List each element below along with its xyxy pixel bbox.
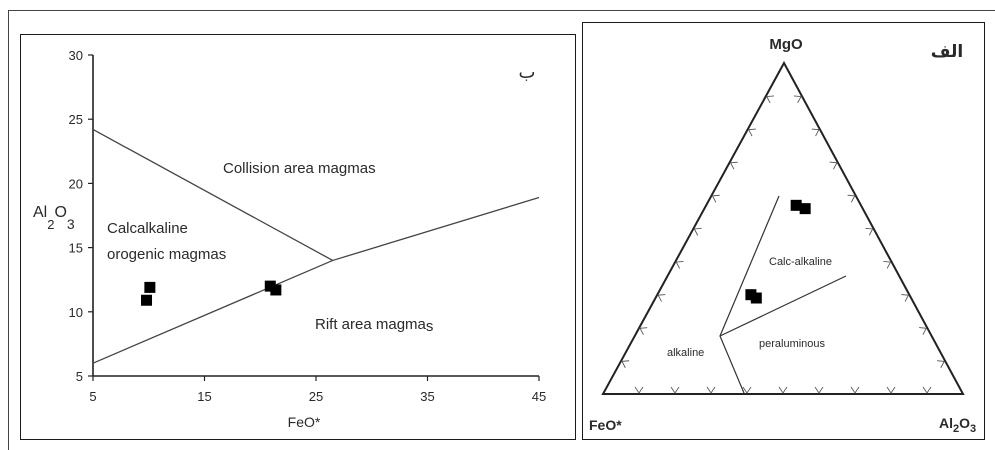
- ternary-triangle: [601, 60, 965, 395]
- apex-feo-label: FeO*: [589, 417, 622, 433]
- ternary-tick-mark: [829, 161, 838, 170]
- ternary-tick-mark: [793, 95, 802, 104]
- y-tick-label: 15: [69, 241, 83, 256]
- x-tick-label: 35: [420, 389, 434, 404]
- ternary-tick-mark: [811, 128, 820, 137]
- field-boundary-line: [92, 196, 540, 364]
- ternary-tick-mark: [711, 194, 720, 203]
- ternary-tick-mark: [847, 194, 856, 203]
- ternary-tick-mark: [766, 95, 775, 104]
- ternary-tick-mark: [639, 327, 648, 335]
- region-alkaline-label: alkaline: [667, 347, 704, 359]
- boundary-calc-alkaline-peraluminous: [719, 275, 847, 337]
- panel-a-label: الف: [931, 42, 963, 62]
- y-tick-label: 30: [69, 48, 83, 63]
- x-tick-label: 5: [89, 389, 96, 404]
- outer-border-left: [8, 10, 9, 450]
- apex-al2o3-sub2: 3: [970, 423, 976, 435]
- panel-b-label: ب: [519, 62, 536, 83]
- ternary-tick-mark: [747, 128, 756, 137]
- data-point: [270, 284, 282, 296]
- region-rift-label: Rift area magmas: [315, 316, 433, 335]
- data-point: [799, 203, 811, 215]
- ternary-tick-mark: [922, 386, 932, 394]
- ternary-tick-mark: [729, 161, 738, 170]
- data-point: [144, 281, 156, 293]
- y-tick-label: 20: [69, 176, 83, 191]
- y-axis-title-o: O: [54, 204, 66, 221]
- region-calcalkaline-label: Calcalkaline: [107, 220, 188, 237]
- ternary-tick-mark: [865, 227, 874, 236]
- panel-a-chart: MgO FeO* Al2O3 الف Calc-alkaline alkalin…: [589, 36, 976, 435]
- ternary-tick-mark: [670, 386, 680, 394]
- y-axis-title: Al2O3: [33, 204, 75, 232]
- y-tick-label: 10: [69, 305, 83, 320]
- outer-border-top: [8, 10, 995, 11]
- ternary-tick-mark: [634, 386, 644, 394]
- field-boundary-line: [92, 128, 334, 262]
- data-point: [750, 292, 762, 304]
- ternary-tick-mark: [886, 386, 896, 394]
- x-tick-label: 45: [532, 389, 546, 404]
- ternary-tick-mark: [850, 386, 860, 394]
- region-orogenic-label: orogenic magmas: [107, 246, 226, 263]
- data-point: [141, 294, 153, 306]
- x-axis-title: FeO*: [288, 414, 321, 430]
- apex-al2o3-sub1: 2: [953, 423, 959, 435]
- region-peraluminous-label: peraluminous: [759, 338, 826, 350]
- region-collision-label: Collision area magmas: [223, 160, 376, 177]
- y-axis-title-sub1: 2: [47, 217, 54, 232]
- ternary-tick-mark: [706, 386, 716, 394]
- apex-al2o3-al: Al: [939, 415, 953, 431]
- apex-al2o3-label: Al2O3: [939, 415, 976, 435]
- ternary-tick-mark: [742, 386, 752, 394]
- y-axis-title-sub2: 3: [67, 216, 75, 232]
- x-tick-label: 15: [197, 389, 211, 404]
- y-tick-label: 5: [76, 369, 83, 384]
- region-calc-alkaline-label: Calc-alkaline: [769, 256, 832, 268]
- data-point: [264, 280, 276, 292]
- apex-mgo-label: MgO: [769, 36, 803, 53]
- x-tick-label: 25: [309, 389, 323, 404]
- y-axis-title-al: Al: [33, 204, 47, 221]
- ternary-tick-mark: [919, 327, 928, 335]
- apex-al2o3-o: O: [959, 415, 970, 431]
- ternary-tick-mark: [657, 294, 666, 302]
- ternary-tick-mark: [883, 260, 892, 269]
- ternary-tick-mark: [814, 386, 824, 394]
- data-point: [790, 199, 802, 211]
- region-rift-main: Rift area magma: [315, 316, 427, 333]
- ternary-tick-mark: [778, 386, 788, 394]
- ternary-tick-mark: [693, 227, 702, 236]
- region-rift-tail: s: [426, 318, 434, 335]
- panel-a-frame: MgO FeO* Al2O3 الف Calc-alkaline alkalin…: [582, 22, 985, 440]
- panel-b-frame: 5 10 15 20 25 30 5 15 25 35 45 ب Collision area m…: [20, 34, 576, 440]
- ternary-tick-mark: [621, 360, 630, 368]
- ternary-tick-mark: [675, 261, 684, 269]
- ternary-tick-mark: [936, 360, 945, 368]
- ternary-tick-mark: [901, 294, 910, 302]
- y-tick-label: 25: [69, 112, 83, 127]
- panel-b-chart: 5 10 15 20 25 30 5 15 25 35 45 ب Collision area m…: [33, 48, 546, 430]
